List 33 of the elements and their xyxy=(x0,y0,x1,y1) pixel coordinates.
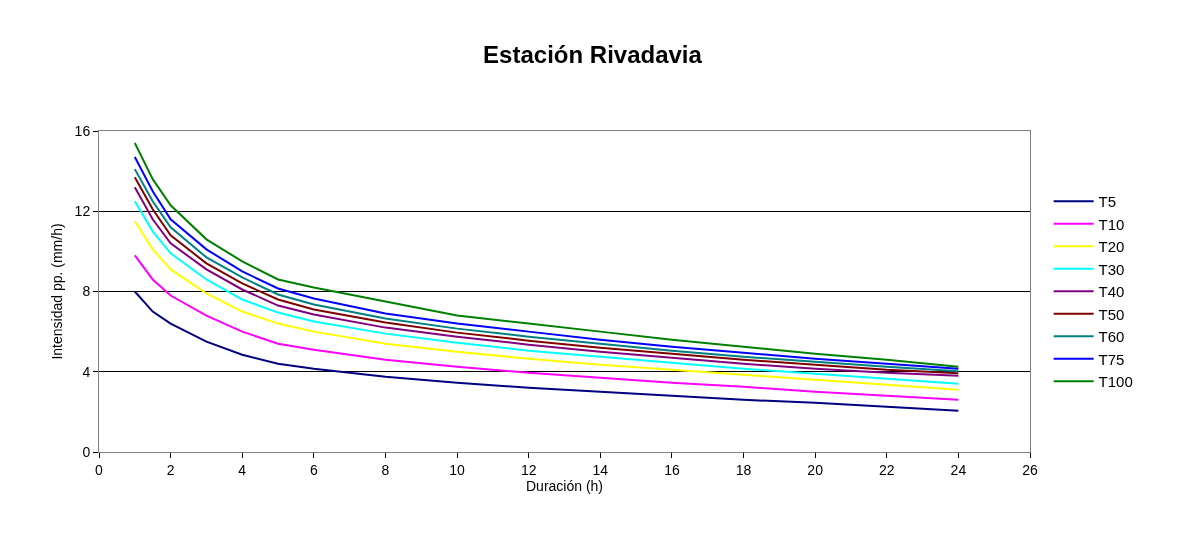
chart-title: Estación Rivadavia xyxy=(483,40,703,68)
x-tick-label: 0 xyxy=(95,461,104,478)
legend-label: T100 xyxy=(1098,373,1133,391)
y-tick-label: 16 xyxy=(74,122,91,139)
x-tick-label: 26 xyxy=(1022,461,1038,478)
legend-label: T5 xyxy=(1098,193,1117,211)
legend-label: T10 xyxy=(1098,215,1125,233)
x-tick-label: 16 xyxy=(664,461,680,478)
legend-label: T20 xyxy=(1098,238,1125,256)
x-tick-label: 24 xyxy=(950,461,967,478)
legend-label: T50 xyxy=(1098,305,1125,323)
x-tick-label: 4 xyxy=(238,461,247,478)
y-tick-label: 4 xyxy=(82,363,91,380)
x-tick-label: 8 xyxy=(381,461,390,478)
x-tick-label: 12 xyxy=(520,461,537,478)
y-axis-title: Intensidad pp. (mm/h) xyxy=(49,223,66,360)
x-axis-title: Duración (h) xyxy=(525,478,604,495)
x-tick-label: 6 xyxy=(309,461,318,478)
x-tick-label: 20 xyxy=(807,461,824,478)
x-tick-label: 10 xyxy=(449,461,466,478)
legend-label: T60 xyxy=(1098,328,1125,346)
y-tick-label: 0 xyxy=(82,443,91,460)
legend-label: T30 xyxy=(1098,260,1125,278)
legend-label: T75 xyxy=(1098,350,1125,368)
y-tick-label: 8 xyxy=(82,283,91,300)
x-tick-label: 18 xyxy=(735,461,752,478)
x-tick-label: 22 xyxy=(878,461,895,478)
x-tick-label: 14 xyxy=(592,461,609,478)
legend-label: T40 xyxy=(1098,283,1125,301)
x-tick-label: 2 xyxy=(166,461,175,478)
y-tick-label: 12 xyxy=(74,203,91,220)
line-series xyxy=(133,254,960,401)
line-series xyxy=(133,290,960,412)
